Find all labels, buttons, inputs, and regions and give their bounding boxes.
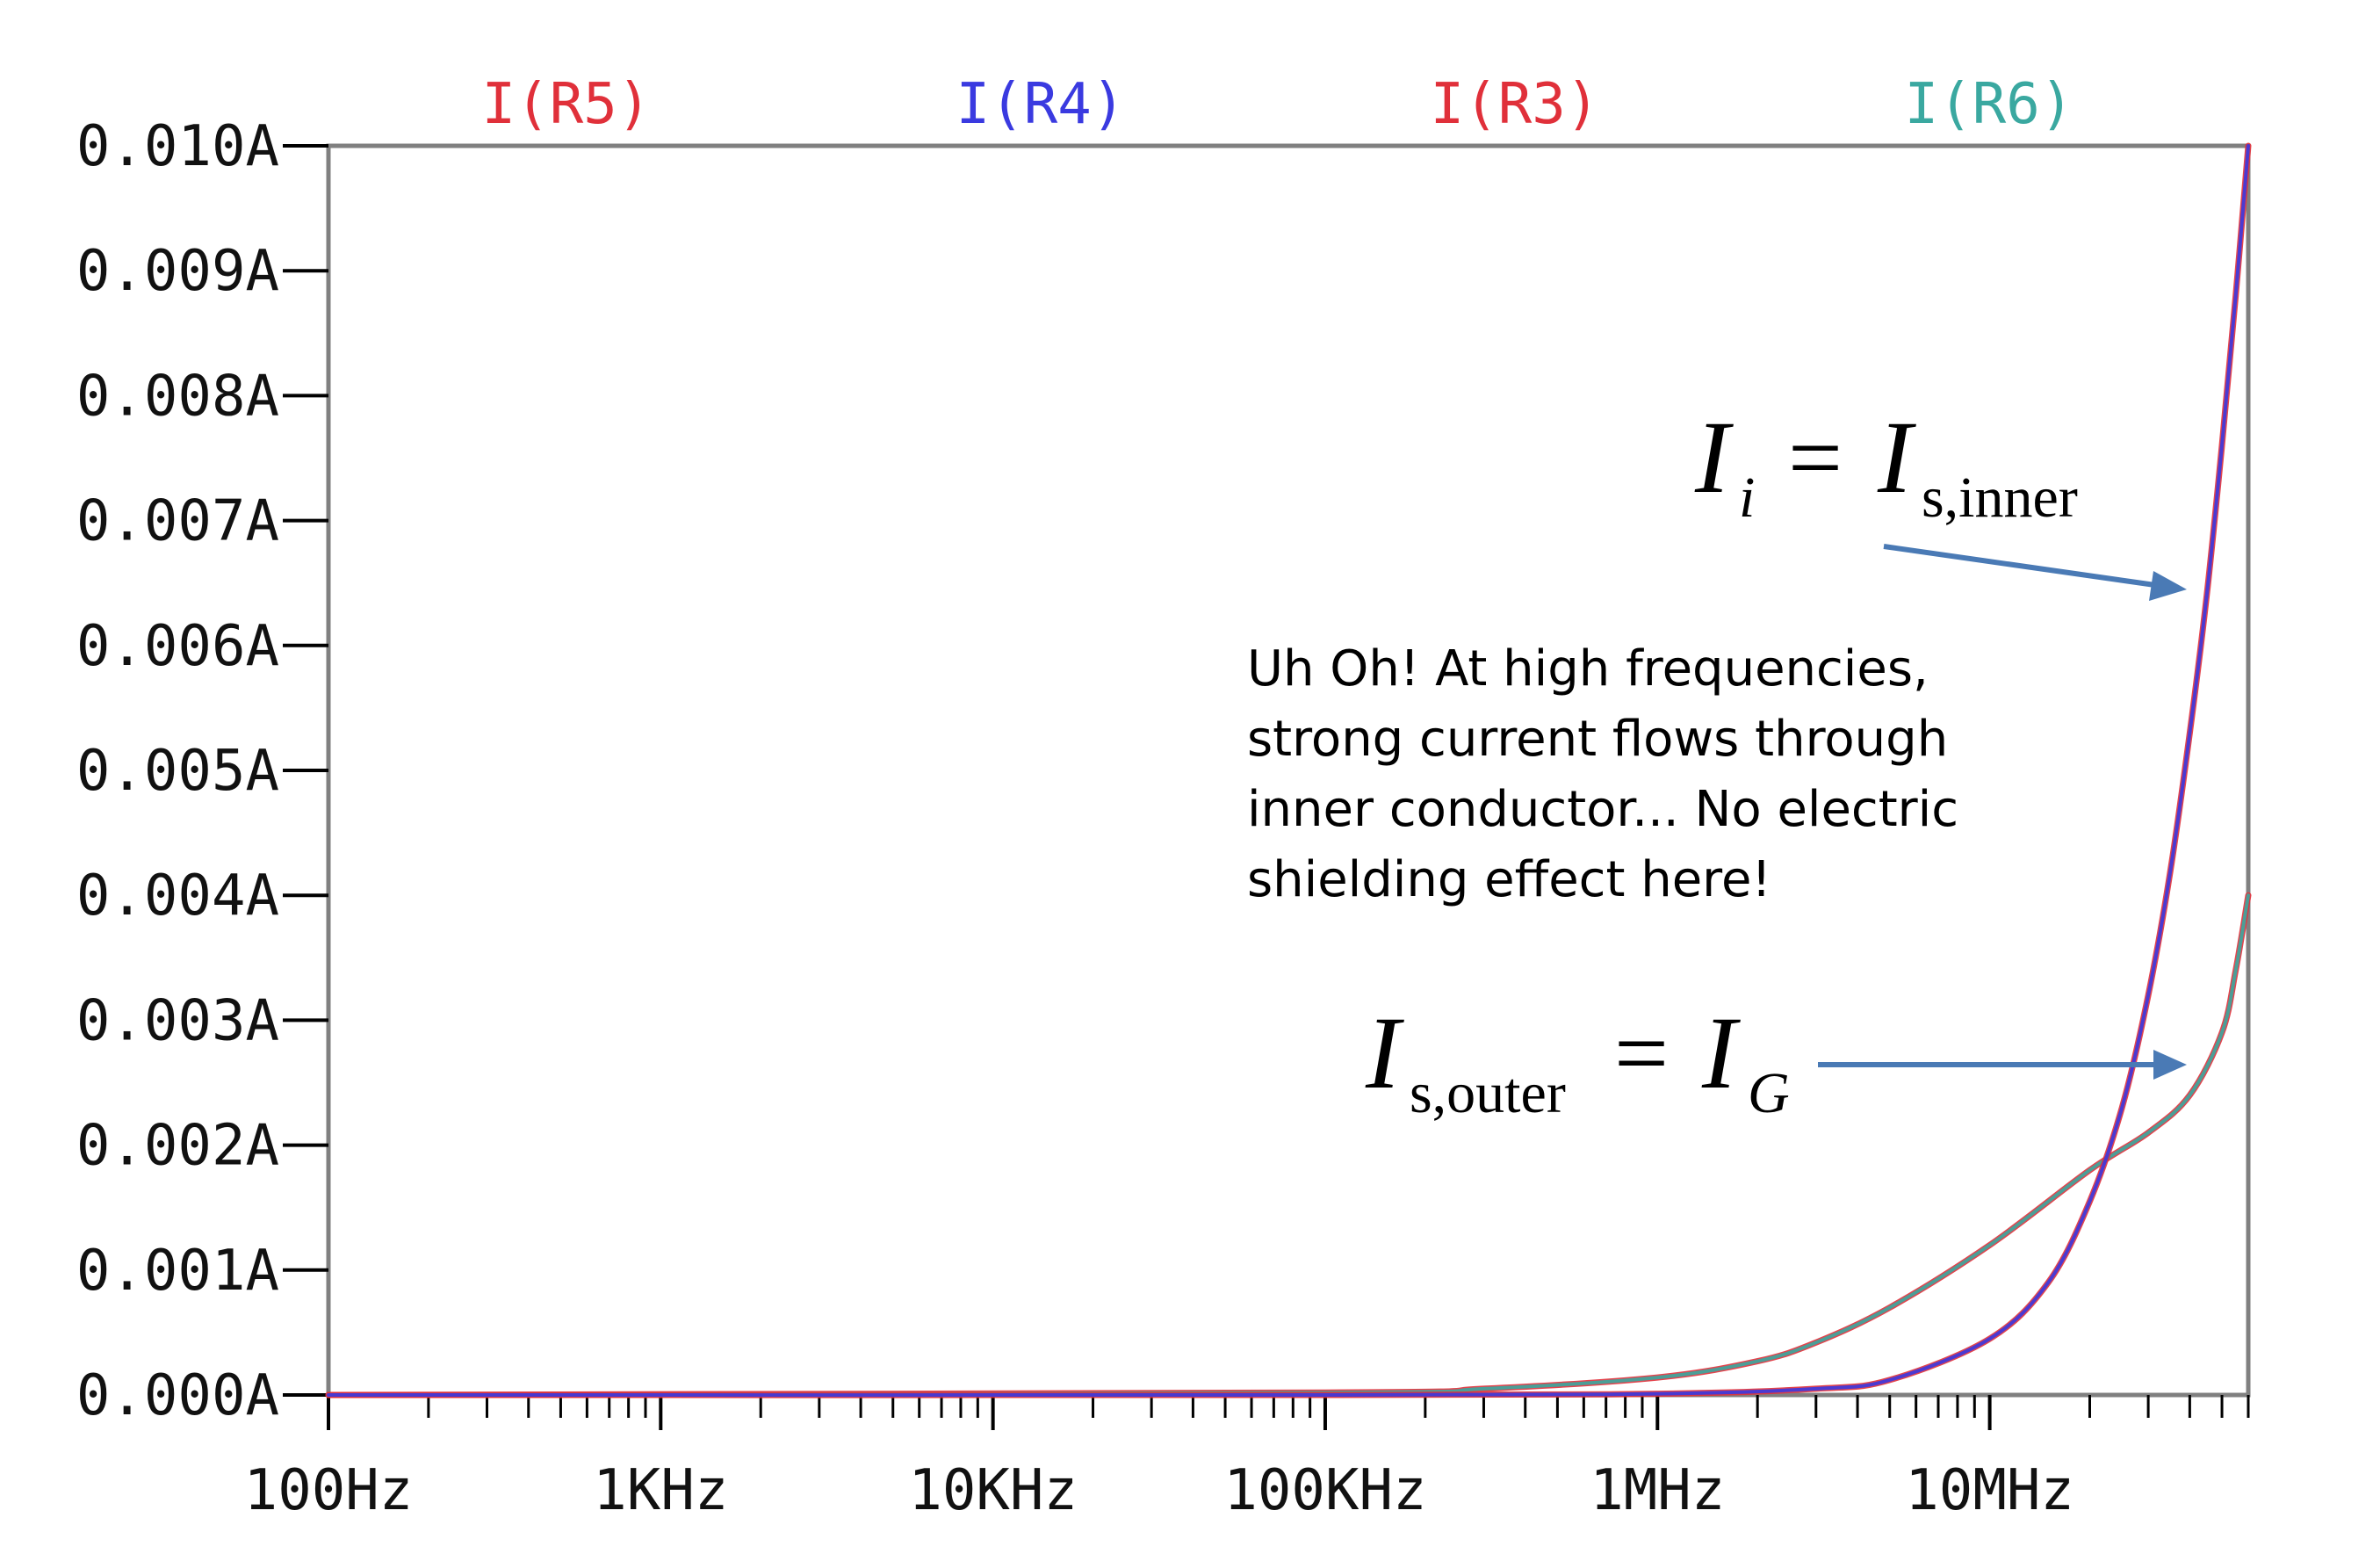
y-tick-label: 0.003A (76, 988, 279, 1053)
x-tick-label: 1MHz (1590, 1458, 1725, 1523)
eq-inner-subscript-1: i (1739, 466, 1755, 530)
eq-inner-symbol-1: I (1694, 400, 1734, 515)
legend-item: I(R4) (956, 72, 1126, 137)
legend-item: I(R3) (1431, 72, 1600, 137)
legend-item: I(R6) (1905, 72, 2074, 137)
series-lines (325, 142, 2252, 1398)
x-tick-label: 100Hz (244, 1458, 414, 1523)
plot-frame (326, 143, 2251, 1398)
y-tick-label: 0.009A (76, 239, 279, 304)
y-tick-label: 0.008A (76, 364, 279, 429)
y-tick-label: 0.006A (76, 614, 279, 679)
note-line: strong current flows through (1247, 711, 1948, 768)
y-tick-label: 0.002A (76, 1114, 279, 1179)
arrow-inner (1883, 544, 2187, 601)
x-tick-label: 10KHz (908, 1458, 1078, 1523)
x-tick-label: 100KHz (1223, 1458, 1426, 1523)
y-tick-label: 0.007A (76, 489, 279, 554)
equation-outer: I s,outer = I G (1365, 995, 1790, 1125)
y-axis: 0.000A 0.001A 0.002A 0.003A 0.004A 0.005A 0.00… (76, 114, 328, 1428)
x-tick-label: 10MHz (1905, 1458, 2074, 1523)
eq-inner-equals: = (1788, 404, 1843, 511)
eq-outer-subscript-1: s,outer (1410, 1061, 1566, 1125)
series-line-ir5 (325, 142, 2252, 1398)
eq-inner-subscript-2: s,inner (1922, 466, 2078, 530)
eq-outer-symbol-1: I (1365, 995, 1404, 1110)
eq-outer-subscript-2: G (1748, 1061, 1790, 1125)
note-line: inner conductor... No electric (1247, 781, 1958, 838)
series-line-ir3 (325, 892, 2252, 1398)
eq-outer-equals: = (1614, 1000, 1669, 1107)
eq-inner-symbol-2: I (1877, 400, 1916, 515)
equation-inner: I i = I s,inner (1694, 400, 2078, 530)
y-tick-label: 0.005A (76, 739, 279, 804)
annotation-note: Uh Oh! At high frequencies, strong curre… (1247, 640, 1958, 908)
y-tick-label: 0.000A (76, 1363, 279, 1428)
x-tick-label: 1KHz (593, 1458, 728, 1523)
note-line: Uh Oh! At high frequencies, (1247, 640, 1929, 697)
legend-item: I(R5) (482, 72, 652, 137)
arrow-outer (1818, 1050, 2187, 1080)
series-line-ir6 (327, 893, 2250, 1397)
y-tick-label: 0.010A (76, 114, 279, 179)
x-axis: 100Hz 1KHz 10KHz 100KHz 1MHz 10MHz (244, 1395, 2250, 1523)
y-tick-label: 0.004A (76, 864, 279, 929)
y-tick-label: 0.001A (76, 1239, 279, 1304)
eq-outer-symbol-2: I (1701, 995, 1741, 1110)
note-line: shielding effect here! (1247, 851, 1771, 908)
legend: I(R5) I(R4) I(R3) I(R6) (482, 72, 2074, 137)
series-line-ir4 (327, 144, 2250, 1398)
